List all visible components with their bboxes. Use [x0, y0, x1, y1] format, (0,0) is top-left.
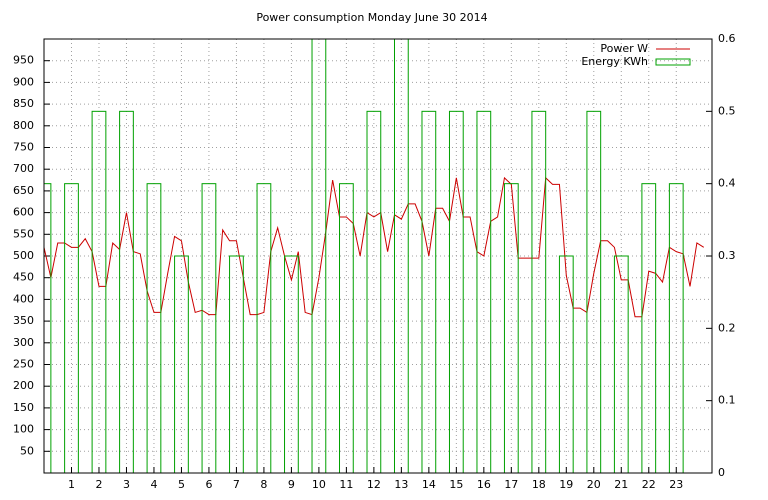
energy-bar	[531, 110, 547, 473]
x-tick-label: 6	[205, 478, 212, 491]
energy-bar	[476, 110, 492, 473]
y-tick-label: 400	[13, 292, 34, 305]
legend-swatch	[655, 58, 691, 66]
x-tick-label: 19	[559, 478, 573, 491]
energy-bar	[64, 183, 79, 473]
chart-title: Power consumption Monday June 30 2014	[256, 11, 487, 24]
x-tick-label: 20	[587, 478, 601, 491]
x-tick-label: 1	[68, 478, 75, 491]
legend-label: Energy KWh	[581, 55, 648, 68]
y-tick-label: 50	[20, 444, 34, 457]
energy-bar	[229, 255, 244, 473]
energy-bar	[586, 110, 602, 473]
y-tick-label: 800	[13, 119, 34, 132]
x-tick-label: 10	[312, 478, 326, 491]
x-tick-label: 21	[614, 478, 628, 491]
x-tick-label: 16	[477, 478, 491, 491]
x-tick-label: 22	[642, 478, 656, 491]
x-tick-label: 7	[233, 478, 240, 491]
y-tick-label: 150	[13, 401, 34, 414]
energy-bar	[503, 183, 519, 473]
y-tick-label: 850	[13, 97, 34, 110]
energy-bar	[613, 255, 629, 473]
y-tick-label: 350	[13, 314, 34, 327]
y2-tick-label: 0.4	[718, 177, 736, 190]
energy-bar	[284, 255, 299, 473]
energy-bar	[366, 110, 382, 473]
x-tick-label: 5	[178, 478, 185, 491]
x-tick-label: 18	[532, 478, 546, 491]
energy-bar	[641, 183, 657, 473]
energy-bar	[174, 255, 189, 473]
y-tick-label: 750	[13, 141, 34, 154]
x-tick-label: 14	[422, 478, 436, 491]
energy-bar	[119, 110, 134, 473]
energy-bar	[146, 183, 162, 473]
y-tick-label: 250	[13, 358, 34, 371]
x-tick-label: 12	[367, 478, 381, 491]
x-tick-label: 23	[669, 478, 683, 491]
y-tick-label: 600	[13, 206, 34, 219]
y-tick-label: 450	[13, 271, 34, 284]
energy-bar	[339, 183, 354, 473]
y-tick-label: 300	[13, 336, 34, 349]
energy-bar	[393, 39, 409, 473]
x-tick-label: 8	[260, 478, 267, 491]
y-tick-label: 650	[13, 184, 34, 197]
x-tick-label: 13	[394, 478, 408, 491]
energy-bar	[421, 110, 437, 473]
y2-tick-label: 0.2	[718, 321, 736, 334]
y-tick-label: 700	[13, 162, 34, 175]
y-tick-label: 900	[13, 75, 34, 88]
energy-bar	[668, 183, 684, 473]
y2-tick-label: 0	[718, 466, 725, 479]
plot-frame	[43, 38, 713, 474]
energy-bar	[91, 110, 107, 473]
y-tick-label: 950	[13, 54, 34, 67]
y-tick-label: 200	[13, 379, 34, 392]
y-tick-label: 500	[13, 249, 34, 262]
x-tick-label: 3	[123, 478, 130, 491]
x-tick-label: 17	[504, 478, 518, 491]
x-tick-label: 15	[449, 478, 463, 491]
energy-bar	[201, 183, 217, 473]
power-line	[44, 176, 705, 318]
y2-tick-label: 0.6	[718, 32, 736, 45]
y2-tick-label: 0.3	[718, 249, 736, 262]
x-tick-label: 2	[95, 478, 102, 491]
y2-tick-label: 0.5	[718, 104, 736, 117]
energy-bar	[311, 39, 327, 473]
y-tick-label: 100	[13, 423, 34, 436]
y2-tick-label: 0.1	[718, 394, 736, 407]
x-tick-label: 11	[339, 478, 353, 491]
energy-bar	[448, 110, 464, 473]
legend-label: Power W	[600, 42, 648, 55]
energy-bar	[256, 183, 272, 473]
x-tick-label: 4	[150, 478, 157, 491]
energy-bar	[44, 183, 52, 473]
y-tick-label: 550	[13, 227, 34, 240]
x-tick-label: 9	[288, 478, 295, 491]
energy-bar	[558, 255, 574, 473]
